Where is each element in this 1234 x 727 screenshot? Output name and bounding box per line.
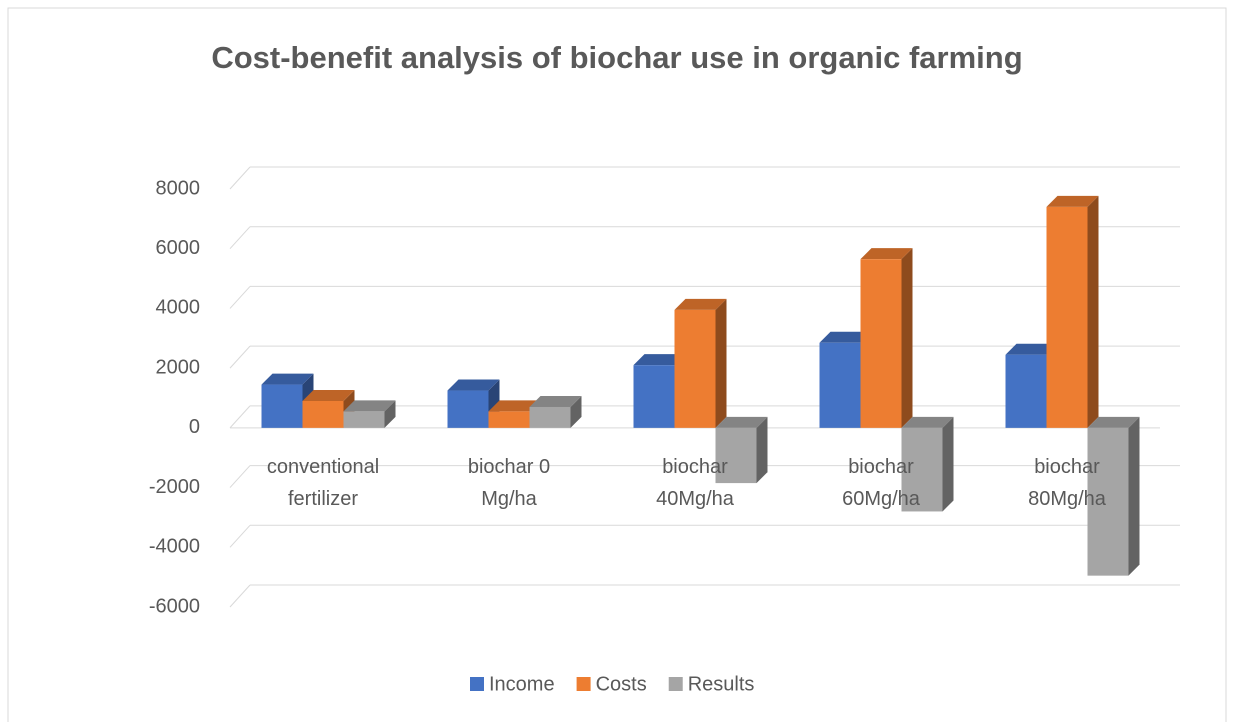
legend-swatch [470,677,484,691]
grid-line-side [229,405,251,429]
y-tick-label: 0 [189,416,200,438]
bar [901,416,954,512]
bar-front [1005,354,1047,428]
grid-line-side [229,524,251,548]
bar [715,416,768,484]
grid-line-side [229,465,251,488]
bar-top [819,331,872,343]
x-tick-label: conventional fertilizer [267,456,379,510]
bar-top [261,373,314,385]
legend-label: Results [688,673,755,695]
x-tick-label: biochar 40Mg/ha [656,456,735,510]
bar-front [261,384,303,428]
bar [674,298,727,428]
bar-side [1087,195,1099,428]
bar-side [570,395,582,428]
legend-label: Income [489,673,555,695]
bar-front [715,427,757,484]
bar-front [901,427,943,512]
x-tick-label: biochar 0 Mg/ha [468,456,550,510]
bar-front [447,390,489,428]
bar-top [447,379,500,391]
bar-front [343,411,385,428]
bar-top [674,298,727,310]
grid-line-side [229,166,251,190]
legend-swatch [576,677,591,691]
bar [529,395,582,428]
y-tick-label: -4000 [149,536,200,558]
y-tick-label: 6000 [156,237,201,259]
bar-top [343,400,396,412]
grid-line-side [229,584,251,608]
bar-front [302,400,344,428]
bar [343,400,396,428]
bar-top [901,416,954,428]
bar-front [819,342,861,428]
x-tick-label: biochar 80Mg/ha [1028,456,1107,510]
bar-side [901,248,913,428]
y-tick-label: 2000 [156,356,201,378]
bar-front [860,259,902,428]
x-tick-label: biochar 60Mg/ha [842,456,921,510]
bar [1087,416,1140,576]
bar-side [715,298,727,428]
legend-label: Costs [596,673,647,695]
bar-side [942,416,954,512]
bar-top [1005,343,1058,355]
bar-front [1046,206,1088,428]
bar-top [529,395,582,407]
y-tick-label: 4000 [156,297,201,319]
bar-side [1128,416,1140,576]
bar-front [674,309,716,428]
bar-top [1046,195,1099,207]
grid-line-side [229,226,251,250]
bar-top [715,416,768,428]
bar [261,373,314,428]
bar-top [302,389,355,401]
bar-top [488,400,541,412]
bar-top [860,248,913,260]
bar-front [1087,427,1129,576]
bar-front [488,411,530,428]
y-tick-label: 8000 [156,177,201,199]
legend-swatch [668,677,683,691]
bar-top [633,354,686,366]
chart-title: Cost-benefit analysis of biochar use in … [211,40,1022,75]
y-tick-label: -2000 [149,476,200,498]
bar-top [1087,416,1140,428]
bar-front [633,365,675,428]
bar-side [756,416,768,484]
grid-line-side [229,345,251,369]
bar [1046,195,1099,428]
bar-front [529,406,571,428]
grid-line-side [229,286,251,309]
y-tick-label: -6000 [149,595,200,617]
bar [860,248,913,428]
bar-side [384,400,396,428]
